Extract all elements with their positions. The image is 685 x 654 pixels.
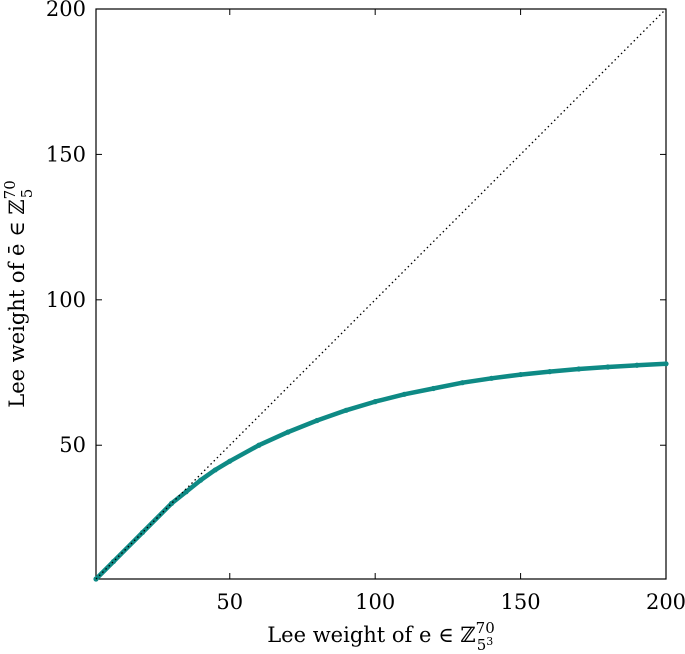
- data-point: [547, 369, 553, 375]
- x-tick-label: 50: [216, 590, 243, 614]
- axis-ticks: [96, 8, 667, 579]
- data-point: [605, 364, 611, 370]
- data-point: [430, 385, 436, 392]
- x-tick-labels: 50 100 150 200: [216, 590, 685, 614]
- y-tick-label: 150: [46, 142, 86, 166]
- data-point: [459, 380, 466, 386]
- y-tick-label: 50: [59, 433, 86, 457]
- data-point: [183, 489, 189, 495]
- x-tick-label: 100: [355, 590, 395, 614]
- reference-line: [95, 8, 667, 580]
- plot-area-frame: [95, 8, 667, 580]
- data-point: [401, 391, 407, 397]
- data-point: [634, 362, 640, 368]
- data-point: [212, 467, 218, 473]
- y-tick-label: 100: [46, 288, 86, 312]
- data-point: [343, 407, 349, 413]
- y-tick-label: 200: [46, 0, 86, 21]
- data-point: [198, 477, 204, 483]
- data-point: [488, 375, 495, 381]
- data-point: [576, 366, 582, 372]
- data-point: [314, 417, 320, 424]
- data-point: [227, 458, 233, 464]
- x-tick-label: 200: [646, 590, 685, 614]
- data-point: [285, 429, 291, 435]
- y-axis-label: Lee weight of ē ∈ ℤ705: [1, 180, 36, 408]
- data-point: [256, 442, 262, 448]
- x-axis-label: Lee weight of e ∈ ℤ70 53: [267, 619, 495, 654]
- data-point: [663, 361, 669, 367]
- series-line: [93, 361, 669, 582]
- series-layer: [93, 8, 669, 582]
- x-tick-label: 150: [501, 590, 541, 614]
- data-point: [372, 399, 378, 405]
- y-tick-labels: 50 100 150 200: [46, 0, 86, 457]
- data-point: [517, 371, 524, 378]
